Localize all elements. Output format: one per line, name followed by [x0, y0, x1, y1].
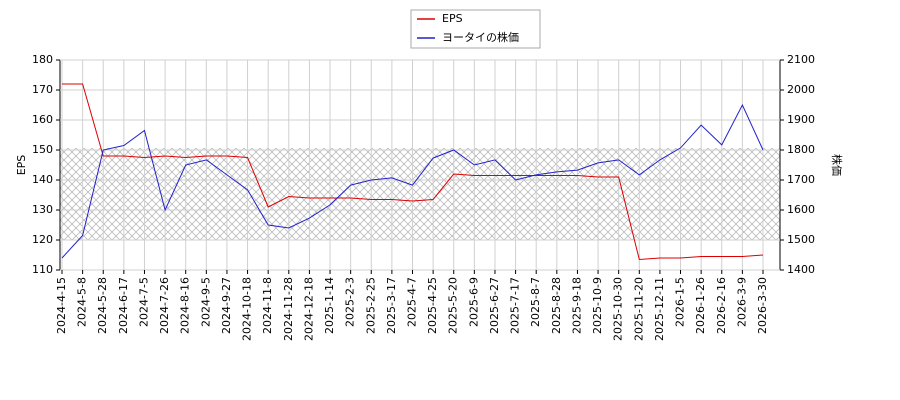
- y-tick-label: 160: [32, 113, 53, 126]
- x-tick-label: 2024-6-17: [117, 277, 130, 334]
- x-tick-label: 2025-2-25: [364, 277, 377, 334]
- x-tick-label: 2024-5-28: [96, 277, 109, 334]
- y-tick-label: 180: [32, 53, 53, 66]
- hatched-band: [60, 148, 780, 240]
- y2-tick-label: 1800: [787, 143, 815, 156]
- x-tick-label: 2024-7-5: [137, 277, 150, 327]
- x-tick-label: 2025-5-20: [447, 277, 460, 334]
- y2-tick-label: 1400: [787, 263, 815, 276]
- y-tick-label: 110: [32, 263, 53, 276]
- y2-tick-label: 2000: [787, 83, 815, 96]
- x-tick-label: 2025-9-18: [570, 277, 583, 334]
- x-tick-label: 2024-10-18: [241, 277, 254, 341]
- x-tick-label: 2024-4-15: [55, 277, 68, 334]
- legend-box: [410, 9, 541, 49]
- x-tick-label: 2025-12-11: [653, 277, 666, 341]
- x-tick-label: 2024-7-26: [158, 277, 171, 334]
- legend-label: ヨータイの株価: [442, 30, 519, 44]
- x-tick-label: 2026-3-30: [756, 277, 769, 334]
- x-tick-label: 2025-3-17: [385, 277, 398, 334]
- x-tick-label: 2025-10-9: [591, 277, 604, 334]
- series-line: [62, 83, 764, 261]
- x-tick-label: 2025-8-28: [550, 277, 563, 334]
- x-tick-label: 2024-9-27: [220, 277, 233, 334]
- x-tick-label: 2025-4-25: [426, 277, 439, 334]
- y2-tick-label: 1600: [787, 203, 815, 216]
- x-tick-label: 2025-7-17: [509, 277, 522, 334]
- x-tick-label: 2024-11-8: [261, 277, 274, 334]
- y-tick-label: 140: [32, 173, 53, 186]
- y-tick-label: 120: [32, 233, 53, 246]
- y-axis-label: EPS: [15, 155, 28, 176]
- series-line: [61, 103, 764, 259]
- x-tick-label: 2025-11-20: [632, 277, 645, 341]
- x-tick-label: 2026-1-5: [674, 277, 687, 327]
- x-tick-label: 2025-1-14: [323, 277, 336, 334]
- x-tick-label: 2026-3-9: [735, 277, 748, 327]
- x-tick-label: 2024-12-18: [302, 277, 315, 341]
- y-tick-label: 170: [32, 83, 53, 96]
- x-tick-label: 2026-1-26: [694, 277, 707, 334]
- x-tick-label: 2025-4-7: [406, 277, 419, 327]
- x-tick-label: 2024-8-16: [179, 277, 192, 334]
- y-tick-label: 150: [32, 143, 53, 156]
- x-tick-label: 2024-11-28: [282, 277, 295, 341]
- y2-axis-label: 株価: [830, 154, 844, 176]
- legend-label: EPS: [442, 12, 463, 25]
- x-tick-label: 2024-9-5: [199, 277, 212, 327]
- x-tick-label: 2026-2-16: [715, 277, 728, 334]
- x-tick-label: 2025-6-9: [467, 277, 480, 327]
- y2-tick-label: 1500: [787, 233, 815, 246]
- x-tick-label: 2025-6-27: [488, 277, 501, 334]
- y2-tick-label: 1900: [787, 113, 815, 126]
- x-tick-label: 2024-5-8: [76, 277, 89, 327]
- y-tick-label: 130: [32, 203, 53, 216]
- x-tick-label: 2025-10-30: [612, 277, 625, 341]
- x-tick-label: 2025-2-3: [344, 277, 357, 327]
- y2-tick-label: 2100: [787, 53, 815, 66]
- y2-tick-label: 1700: [787, 173, 815, 186]
- x-tick-label: 2025-8-7: [529, 277, 542, 327]
